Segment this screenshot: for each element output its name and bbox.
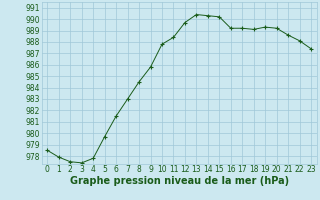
- X-axis label: Graphe pression niveau de la mer (hPa): Graphe pression niveau de la mer (hPa): [70, 176, 289, 186]
